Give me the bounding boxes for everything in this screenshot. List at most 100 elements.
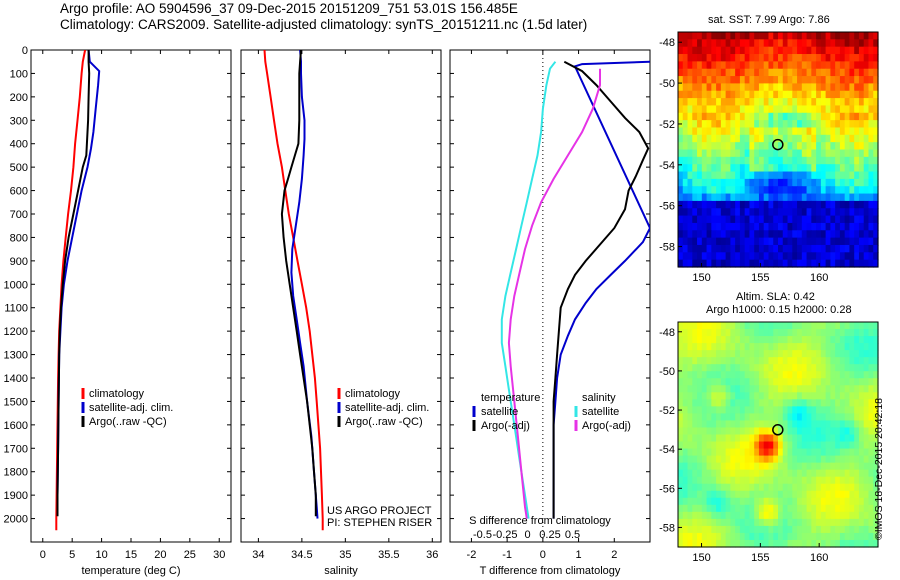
map-cell [706, 322, 712, 330]
map-cell [758, 83, 765, 92]
map-cell [678, 237, 684, 246]
map-cell [811, 164, 817, 173]
map-cell [697, 215, 703, 224]
map-cell [678, 171, 684, 180]
map-cell [835, 343, 841, 351]
map-cell [758, 427, 765, 436]
map-cell [844, 208, 851, 217]
map-cell [873, 455, 879, 464]
map-cell [763, 385, 770, 393]
map-cell [701, 215, 708, 224]
map-cell [868, 518, 874, 527]
map-cell [839, 244, 846, 253]
map-cell [806, 105, 812, 114]
map-cell [768, 120, 774, 129]
map-cell [811, 483, 817, 492]
map-cell [858, 406, 865, 415]
map-cell [720, 329, 727, 337]
map-cell [835, 76, 841, 84]
map-cell [678, 105, 684, 114]
map-cell [778, 178, 784, 187]
map-cell [873, 469, 879, 478]
map-cell [839, 434, 846, 443]
map-cell [716, 156, 722, 165]
map-cell [782, 120, 789, 129]
map-cell [687, 364, 693, 372]
map-cell [806, 469, 812, 478]
map-cell [739, 244, 746, 253]
map-cell [754, 178, 760, 187]
map-cell [797, 252, 803, 261]
map-cell [701, 259, 708, 268]
map-cell [820, 378, 827, 386]
map-cell [697, 329, 703, 337]
map-cell [716, 61, 722, 70]
map-y-tick-label: -48 [659, 37, 675, 49]
map-cell [773, 230, 779, 239]
map-cell [758, 378, 765, 386]
map-cell [801, 142, 808, 151]
top-tick-label: 0.5 [565, 529, 580, 541]
map-cell [701, 413, 708, 422]
map-cell [692, 434, 698, 443]
map-cell [768, 525, 774, 534]
map-cell [701, 252, 708, 261]
map-cell [687, 76, 693, 84]
map-cell [735, 371, 741, 379]
map-cell [754, 357, 760, 365]
map-cell [701, 208, 708, 217]
map-cell [773, 462, 779, 471]
map-cell [801, 525, 808, 534]
map-cell [687, 462, 693, 471]
map-cell [801, 413, 808, 422]
x-axis-label: temperature (deg C) [81, 565, 180, 577]
map-cell [806, 364, 812, 372]
map-cell [782, 237, 789, 246]
map-cell [749, 222, 755, 231]
map-cell [782, 413, 789, 422]
map-cell [758, 434, 765, 443]
map-cell [816, 90, 822, 99]
map-cell [811, 46, 817, 55]
map-cell [739, 39, 746, 48]
map-cell [868, 371, 874, 379]
map-cell [730, 164, 736, 173]
map-cell [839, 329, 846, 337]
map-cell [735, 336, 741, 344]
map-cell [701, 539, 708, 548]
map-cell [754, 54, 760, 62]
map-cell [735, 539, 741, 548]
map-cell [706, 483, 712, 492]
map-cell [678, 420, 684, 429]
map-cell [858, 469, 865, 478]
map-cell [687, 483, 693, 492]
map-cell [806, 329, 812, 337]
map-cell [858, 539, 865, 548]
map-cell [687, 134, 693, 143]
map-cell [711, 532, 717, 541]
map-cell [825, 532, 831, 541]
map-cell [830, 455, 836, 464]
map-cell [868, 54, 874, 62]
map-cell [797, 476, 803, 485]
map-cell [739, 427, 746, 436]
map-cell [697, 448, 703, 457]
map-cell [739, 134, 746, 143]
map-cell [744, 336, 751, 344]
map-cell [806, 208, 812, 217]
map-cell [820, 215, 827, 224]
map-cell [758, 497, 765, 506]
map-cell [844, 483, 851, 492]
map-cell [706, 469, 712, 478]
map-cell [720, 156, 727, 165]
map-cell [782, 406, 789, 415]
map-cell [735, 76, 741, 84]
map-cell [816, 244, 822, 253]
map-cell [835, 127, 841, 136]
map-cell [754, 378, 760, 386]
map-cell [758, 462, 765, 471]
map-cell [797, 259, 803, 268]
map-cell [863, 399, 870, 407]
map-cell [692, 193, 698, 202]
map-cell [873, 171, 879, 180]
